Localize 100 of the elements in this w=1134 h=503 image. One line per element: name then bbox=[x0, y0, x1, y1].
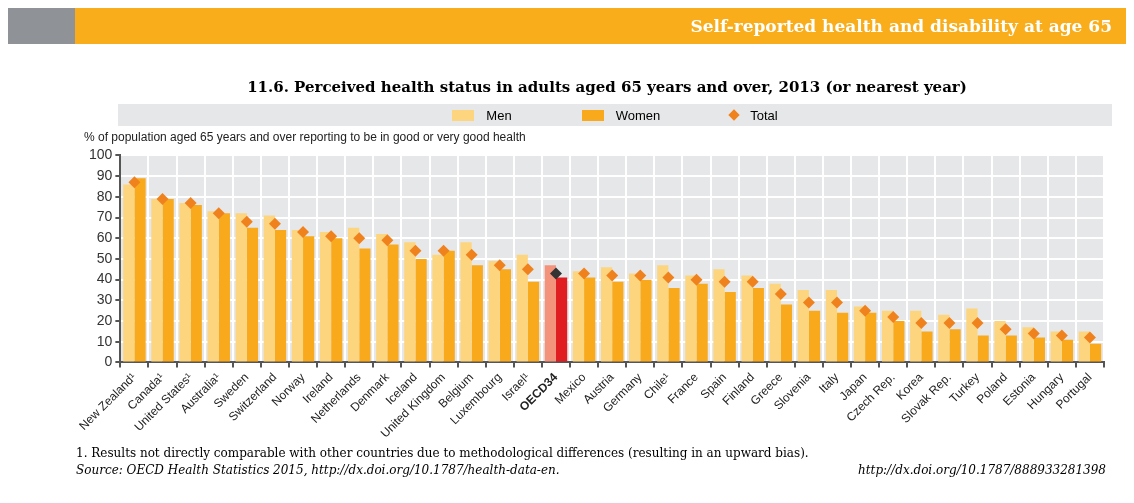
point bbox=[887, 310, 900, 323]
bar bbox=[629, 273, 641, 362]
bar bbox=[291, 229, 304, 362]
bar bbox=[685, 275, 697, 362]
y-tick-label: 80 bbox=[96, 187, 113, 204]
bar bbox=[348, 227, 360, 362]
point bbox=[999, 323, 1012, 336]
bar bbox=[415, 258, 427, 362]
bar bbox=[696, 283, 708, 362]
legend-label: Women bbox=[615, 107, 661, 123]
point bbox=[634, 269, 647, 282]
source-note: Source: OECD Health Statistics 2015, http://dx.doi.org/10.1787/health-data-en. bbox=[76, 463, 561, 477]
point bbox=[353, 232, 366, 245]
y-tick-label: 0 bbox=[104, 353, 113, 370]
bar bbox=[319, 232, 332, 362]
bar bbox=[769, 283, 781, 362]
bar bbox=[572, 271, 585, 362]
text: http://dx.doi.org/10.1787/888933281398 bbox=[858, 463, 1107, 477]
y-tick-label: 60 bbox=[96, 229, 113, 246]
bar bbox=[1061, 339, 1074, 362]
y-axis-title: % of population aged 65 years and over reporting to be in good or very good health bbox=[84, 130, 527, 144]
bar bbox=[640, 279, 652, 362]
bar bbox=[516, 254, 528, 362]
y-tick-label: 40 bbox=[96, 270, 113, 287]
y-tick-label: 20 bbox=[96, 311, 113, 328]
bar bbox=[263, 215, 275, 362]
bar bbox=[471, 265, 483, 362]
bar bbox=[359, 248, 371, 362]
bar bbox=[657, 265, 669, 362]
point bbox=[268, 217, 281, 230]
bar bbox=[797, 289, 809, 362]
point bbox=[915, 317, 928, 330]
bar bbox=[190, 205, 202, 362]
chart-subtitle: Self-reported health and disability at age 65 bbox=[75, 8, 1126, 44]
point bbox=[802, 296, 815, 309]
bar bbox=[151, 198, 163, 362]
bar bbox=[207, 211, 219, 362]
bar bbox=[443, 250, 455, 362]
bar bbox=[376, 234, 388, 362]
bar bbox=[865, 312, 877, 362]
bar bbox=[612, 281, 624, 362]
bar bbox=[881, 310, 894, 362]
bar bbox=[274, 229, 287, 362]
point bbox=[1083, 331, 1096, 344]
bar bbox=[825, 289, 838, 362]
point bbox=[971, 317, 984, 330]
bar bbox=[432, 254, 444, 362]
y-tick-label: 90 bbox=[96, 166, 113, 183]
bar bbox=[600, 267, 613, 362]
bar bbox=[668, 287, 680, 362]
bar bbox=[1033, 337, 1045, 362]
point bbox=[212, 207, 225, 220]
y-tick-label: 100 bbox=[89, 146, 113, 163]
bar bbox=[808, 310, 821, 362]
point bbox=[128, 176, 141, 189]
bar bbox=[527, 281, 540, 362]
bar bbox=[966, 308, 978, 362]
bar bbox=[752, 287, 764, 362]
bar bbox=[724, 292, 736, 362]
point bbox=[325, 230, 338, 243]
legend-label: Men bbox=[486, 107, 512, 123]
bar bbox=[584, 277, 596, 362]
point bbox=[437, 244, 450, 257]
bar bbox=[1089, 343, 1102, 362]
bar bbox=[331, 238, 343, 362]
y-tick-label: 50 bbox=[96, 249, 113, 266]
bar bbox=[499, 269, 512, 362]
bar bbox=[893, 321, 905, 362]
text: 1. Results not directly comparable with other countries due to methodological differences (resulting in an upward bias). bbox=[76, 446, 810, 460]
point bbox=[240, 215, 253, 228]
bar bbox=[949, 329, 961, 362]
bar bbox=[218, 213, 230, 362]
point bbox=[409, 244, 422, 257]
bar bbox=[938, 314, 950, 362]
bar bbox=[134, 178, 146, 362]
bar bbox=[179, 203, 191, 362]
bar bbox=[994, 321, 1006, 362]
point bbox=[774, 288, 787, 301]
y-tick-label: 10 bbox=[96, 332, 113, 349]
bar bbox=[713, 269, 725, 362]
bar bbox=[123, 184, 135, 362]
point bbox=[184, 197, 197, 210]
point bbox=[156, 192, 169, 205]
point bbox=[1027, 327, 1040, 340]
bar bbox=[837, 312, 849, 362]
point bbox=[859, 304, 872, 317]
bar bbox=[1005, 335, 1017, 362]
point bbox=[549, 267, 562, 280]
bar bbox=[303, 236, 315, 362]
bar bbox=[162, 198, 174, 362]
point bbox=[718, 275, 731, 288]
legend-label: Total bbox=[750, 107, 778, 123]
point bbox=[943, 317, 956, 330]
point bbox=[662, 271, 675, 284]
bar bbox=[387, 244, 399, 362]
point bbox=[521, 263, 534, 276]
bar bbox=[488, 260, 500, 362]
bar bbox=[910, 310, 922, 362]
point bbox=[493, 259, 506, 272]
bar bbox=[780, 304, 793, 362]
